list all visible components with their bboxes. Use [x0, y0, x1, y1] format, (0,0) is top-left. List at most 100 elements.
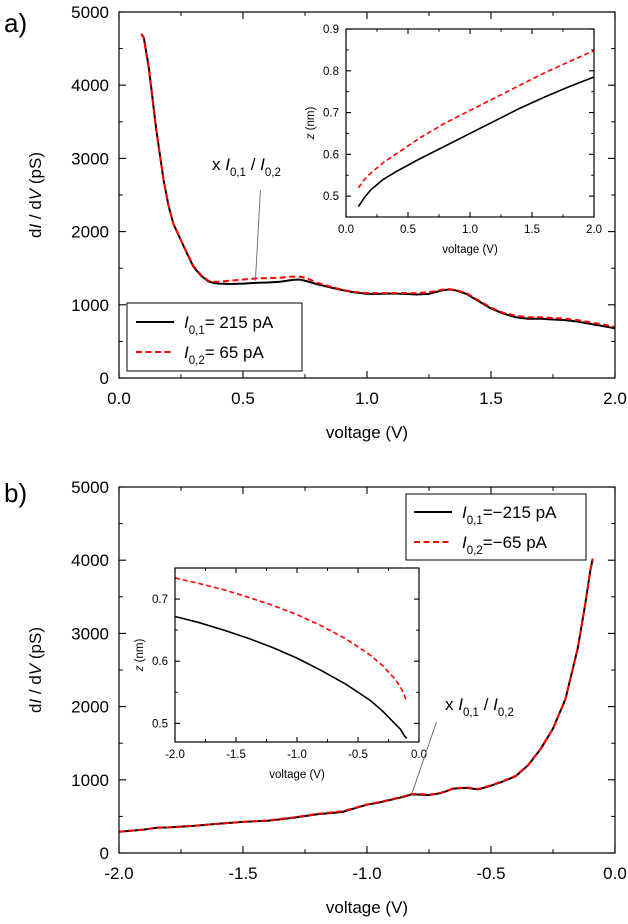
legend-subscript: 0,2 — [467, 545, 483, 557]
y-tick-label: 0.6 — [152, 656, 168, 668]
y-title-part: (pS) — [26, 152, 45, 189]
x-axis-title: voltage (V) — [326, 898, 408, 917]
legend-subscript: 0,1 — [467, 515, 483, 527]
y-tick-label: 2000 — [71, 223, 109, 242]
y-title-italic: V — [26, 662, 45, 675]
y-tick-label: 0.8 — [323, 66, 339, 78]
series-dashed-line — [119, 558, 594, 833]
x-tick-label: 2.0 — [586, 224, 602, 236]
y-tick-label: 1000 — [71, 296, 109, 315]
y-tick-label: 5000 — [71, 3, 109, 22]
ratio-sep: / — [479, 695, 493, 714]
y-title-italic: I — [26, 699, 45, 704]
y-title-part: (nm) — [134, 639, 146, 666]
plot-a: 0.0 0.5 1.0 1.5 2.0 0 1000 2000 3000 4000 5000 volt… — [26, 3, 627, 442]
ratio-text: x I0,1 / I0,2 — [445, 695, 514, 719]
legend-value: =−215 pA — [483, 503, 557, 522]
y-tick-label: 2000 — [71, 698, 109, 717]
ratio-prefix: x — [445, 695, 458, 714]
x-tick-label: -0.5 — [476, 864, 505, 883]
legend-value: = 215 pA — [205, 313, 274, 332]
y-tick-label: 0.6 — [323, 149, 339, 161]
panel-a: a) 0.0 0.5 1.0 1.5 2.0 0 1000 2000 3000 4000 5000 v… — [4, 3, 627, 442]
y-title-part: d — [26, 229, 45, 238]
legend-label: I0,2=−65 pA — [462, 533, 548, 557]
legend-var: I — [462, 503, 467, 522]
y-tick-label: 0.7 — [323, 108, 339, 120]
x-tick-label: 1.0 — [355, 389, 379, 408]
ratio-var: I — [260, 155, 265, 174]
series-solid-line — [119, 558, 594, 833]
y-axis-title: dI / dV (pS) — [26, 152, 45, 238]
y-axis-title: z (nm) — [134, 639, 146, 673]
y-tick-label: 1000 — [71, 771, 109, 790]
legend-var: I — [462, 533, 467, 552]
x-tick-label: -1.0 — [287, 749, 307, 761]
series-solid-line — [175, 615, 408, 739]
y-tick-label: 3000 — [71, 624, 109, 643]
ratio-subscript: 0,1 — [230, 167, 246, 179]
x-tick-label: 0.0 — [107, 389, 131, 408]
series-dashed-line — [140, 33, 615, 328]
x-tick-label: -2.0 — [165, 749, 185, 761]
series-solid-line — [357, 76, 594, 208]
legend-label: I0,1=−215 pA — [462, 503, 557, 527]
panel-b-ratio-annotation: x I0,1 / I0,2 — [411, 695, 514, 795]
y-title-part: (nm) — [305, 107, 317, 134]
ratio-prefix: x — [212, 155, 225, 174]
y-title-italic: z — [134, 665, 146, 672]
legend-box — [126, 302, 303, 372]
series-dashed-line — [357, 49, 594, 189]
ratio-pointer-line — [411, 721, 437, 795]
ratio-text: x I0,1 / I0,2 — [212, 155, 281, 179]
legend-subscript: 0,2 — [189, 355, 205, 367]
x-tick-label: 1.0 — [462, 224, 478, 236]
ratio-var: I — [225, 155, 230, 174]
ratio-var: I — [493, 695, 498, 714]
plot-frame — [345, 28, 595, 218]
y-title-part: / d — [26, 675, 45, 699]
y-tick-label: 0.5 — [323, 191, 339, 203]
legend-value: =−65 pA — [483, 533, 548, 552]
ratio-subscript: 0,2 — [265, 167, 281, 179]
x-tick-label: -2.0 — [104, 864, 133, 883]
legend-label: I0,1= 215 pA — [184, 313, 274, 337]
x-tick-label: 0.5 — [231, 389, 255, 408]
plot-frame — [174, 567, 420, 743]
legend-box — [405, 493, 587, 561]
series-dashed-line — [175, 577, 408, 702]
panel-b: b) -2.0 -1.5 -1.0 -0.5 0.0 0 1000 2000 3000 4000 5… — [4, 478, 627, 917]
ratio-subscript: 0,2 — [498, 707, 514, 719]
series-solid-line — [140, 33, 615, 330]
x-tick-label: 0.0 — [338, 224, 354, 236]
y-tick-label: 5000 — [71, 478, 109, 497]
y-title-italic: I — [26, 224, 45, 229]
y-title-part: / d — [26, 200, 45, 224]
panel-a-label: a) — [4, 8, 27, 38]
y-tick-label: 4000 — [71, 76, 109, 95]
y-tick-label: 0.5 — [152, 718, 168, 730]
y-tick-label: 3000 — [71, 149, 109, 168]
x-tick-label: 1.5 — [524, 224, 540, 236]
inset-a: 0.0 0.5 1.0 1.5 2.0 0.5 0.6 0.7 0.8 0.9 voltage (V… — [305, 24, 602, 256]
panel-b-label: b) — [4, 478, 27, 508]
legend-value: = 65 pA — [205, 343, 265, 362]
legend-var: I — [184, 313, 189, 332]
inset-b: -2.0 -1.5 -1.0 -0.5 0.0 0.5 0.6 0.7 voltage (V) z… — [134, 567, 427, 781]
plot-b: -2.0 -1.5 -1.0 -0.5 0.0 0 1000 2000 3000 4000 5000… — [26, 478, 627, 917]
ratio-pointer-line — [254, 189, 261, 281]
y-tick-label: 0.9 — [323, 24, 339, 36]
panel-a-ratio-annotation: x I0,1 / I0,2 — [212, 155, 281, 281]
x-axis-title: voltage (V) — [442, 244, 498, 256]
x-tick-label: -1.5 — [226, 749, 246, 761]
legend-label: I0,2= 65 pA — [184, 343, 264, 367]
y-title-italic: z — [305, 133, 317, 140]
y-title-italic: V — [26, 187, 45, 200]
x-tick-label: -1.5 — [228, 864, 257, 883]
y-tick-label: 0 — [100, 369, 109, 388]
y-title-part: d — [26, 704, 45, 713]
x-axis-title: voltage (V) — [269, 769, 325, 781]
